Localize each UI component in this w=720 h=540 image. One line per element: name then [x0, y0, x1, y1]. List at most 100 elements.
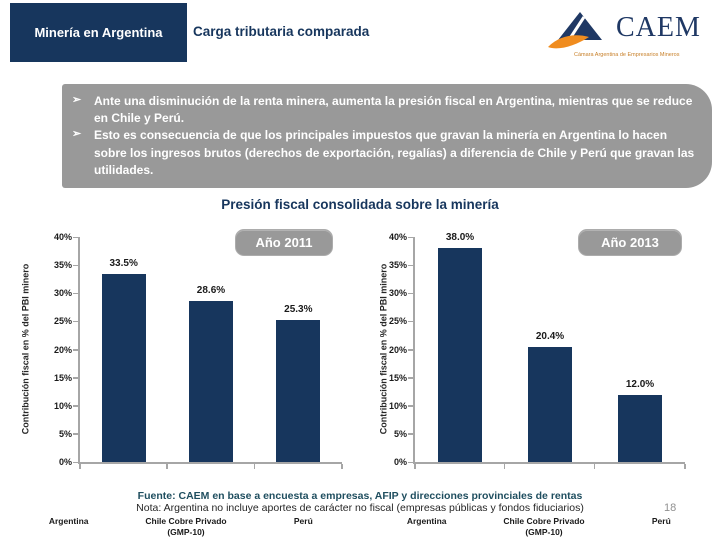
- chart-period-badge: Año 2013: [578, 229, 682, 256]
- bullet-item: ➢ Esto es consecuencia de que los princi…: [72, 127, 696, 179]
- y-axis-tick-mark: [408, 349, 413, 351]
- y-axis-tick-mark: [408, 236, 413, 238]
- y-axis-tick-mark: [73, 236, 78, 238]
- x-axis-tick-mark: [593, 464, 596, 469]
- bullet-text: Esto es consecuencia de que los principa…: [94, 128, 695, 178]
- y-axis-tick-mark: [408, 292, 413, 295]
- logo-tagline: Cámara Argentina de Empresarios Mineros: [574, 52, 680, 58]
- callout-box: ➢ Ante una disminución de la renta miner…: [62, 84, 712, 188]
- header-tab: Minería en Argentina: [10, 3, 187, 62]
- plot-area: 38.0% 20.4% 12.0% 0% 5% 10% 15% 20% 25% 30% 35% 40…: [389, 232, 686, 469]
- bar-value-label: 25.3%: [284, 303, 313, 315]
- x-axis-category-label: Argentina: [48, 516, 89, 526]
- logo-wordmark: CAEM: [616, 12, 701, 43]
- bar-slot: 33.5%: [80, 237, 167, 462]
- x-axis-tick-mark: [79, 464, 81, 469]
- bar-chile-cobre-privado: 20.4%: [528, 331, 572, 462]
- y-axis-tick-label: 40%: [53, 232, 72, 242]
- chart-2011: Contribución fiscal en % del PBI minero …: [10, 225, 362, 537]
- chart-2013: Contribución fiscal en % del PBI minero …: [368, 225, 720, 537]
- x-axis-category-label: Chile Cobre Privado (GMP-10): [503, 516, 585, 538]
- bullet-text: Ante una disminución de la renta minera,…: [94, 93, 693, 125]
- x-axis-line: [413, 462, 685, 464]
- x-axis-tick-mark: [684, 464, 686, 469]
- y-axis-tick-label: 30%: [388, 288, 407, 299]
- y-axis-tick-label: 20%: [388, 344, 407, 355]
- bar-slot: 20.4%: [505, 237, 595, 462]
- y-axis-tick-label: 40%: [388, 232, 407, 242]
- y-axis-tick-label: 15%: [388, 372, 407, 383]
- x-axis-labels: Argentina Chile Cobre Privado (GMP-10) Per…: [10, 516, 362, 538]
- x-axis-category-label: Argentina: [406, 516, 447, 526]
- x-axis-tick-mark: [166, 464, 168, 469]
- y-axis-tick-mark: [73, 320, 78, 323]
- y-axis-tick-label: 15%: [53, 372, 72, 383]
- bar-value-label: 28.6%: [196, 285, 226, 297]
- y-axis-tick-mark: [408, 264, 413, 267]
- bar-chile-cobre-privado: 28.6%: [188, 285, 233, 462]
- page-title: Carga tributaria comparada: [193, 24, 370, 39]
- y-axis-tick-mark: [73, 405, 78, 407]
- y-axis-tick-label: 0%: [58, 457, 72, 467]
- chart-period-badge: Año 2011: [235, 229, 333, 256]
- bar-value-label: 12.0%: [625, 378, 655, 390]
- y-axis-tick-mark: [73, 292, 78, 295]
- bars-group: 38.0% 20.4% 12.0%: [415, 232, 685, 462]
- bar-per-: 25.3%: [276, 304, 321, 462]
- y-axis-tick-label: 20%: [53, 344, 72, 355]
- bar-slot: 38.0%: [415, 232, 505, 462]
- bar-value-label: 38.0%: [445, 232, 475, 244]
- page-number: 18: [664, 502, 677, 514]
- bar-slot: 28.6%: [167, 237, 254, 462]
- x-axis-category-label: Perú: [651, 516, 671, 526]
- y-axis-title: Contribución fiscal en % del PBI minero: [20, 263, 31, 435]
- plot-area: 33.5% 28.6% 25.3% 0% 5% 10% 15% 20% 25% 30% 35% 40…: [54, 232, 343, 469]
- bullet-item: ➢ Ante una disminución de la renta miner…: [72, 93, 696, 128]
- mountain-icon: [548, 12, 602, 49]
- note-text: Nota: Argentina no incluye aportes de ca…: [136, 502, 584, 514]
- y-axis-tick-label: 35%: [388, 260, 407, 271]
- x-axis-tick-mark: [503, 464, 506, 469]
- x-axis-category-label: Chile Cobre Privado (GMP-10): [145, 516, 227, 538]
- bar-argentina: 38.0%: [438, 232, 482, 462]
- bar-value-label: 33.5%: [109, 257, 138, 269]
- y-axis-tick-mark: [408, 320, 413, 323]
- y-axis-tick-label: 30%: [53, 288, 72, 299]
- bar-argentina: 33.5%: [101, 258, 146, 462]
- bar-value-label: 20.4%: [535, 331, 565, 343]
- arrow-bullet-icon: ➢: [72, 128, 82, 141]
- chart-section-title: Presión fiscal consolidada sobre la mine…: [221, 197, 499, 212]
- y-axis-tick-mark: [73, 461, 78, 463]
- y-axis-tick-mark: [408, 461, 413, 463]
- y-axis-tick-label: 5%: [393, 428, 407, 439]
- y-axis-tick-label: 25%: [388, 316, 407, 327]
- y-axis-tick-label: 35%: [53, 260, 72, 271]
- x-axis-tick-mark: [414, 464, 416, 469]
- x-axis-category-label: Perú: [293, 516, 313, 526]
- y-axis-tick-label: 10%: [53, 400, 72, 411]
- y-axis-tick-mark: [73, 349, 78, 351]
- y-axis-tick-mark: [408, 377, 413, 379]
- arrow-bullet-icon: ➢: [72, 93, 82, 106]
- y-axis-tick-mark: [408, 433, 413, 435]
- bar-slot: 12.0%: [595, 237, 685, 462]
- x-axis-tick-mark: [253, 464, 256, 469]
- y-axis-tick-mark: [73, 377, 78, 379]
- x-axis-line: [78, 462, 342, 464]
- y-axis-tick-mark: [408, 405, 413, 407]
- bar-slot: 25.3%: [255, 237, 342, 462]
- caem-logo: CAEM Cámara Argentina de Empresarios Min…: [540, 4, 712, 66]
- bar-per-: 12.0%: [618, 379, 662, 462]
- y-axis-tick-mark: [73, 433, 78, 435]
- y-axis-tick-label: 5%: [58, 428, 72, 439]
- source-text: Fuente: CAEM en base a encuesta a empres…: [137, 490, 583, 502]
- y-axis-tick-label: 10%: [388, 400, 407, 411]
- bars-group: 33.5% 28.6% 25.3%: [80, 237, 342, 462]
- header-tab-label: Minería en Argentina: [34, 25, 163, 40]
- x-axis-labels: Argentina Chile Cobre Privado (GMP-10) Per…: [368, 516, 720, 538]
- y-axis-tick-label: 25%: [53, 316, 72, 327]
- x-axis-tick-mark: [341, 464, 343, 469]
- y-axis-tick-label: 0%: [393, 457, 407, 467]
- y-axis-tick-mark: [73, 264, 78, 267]
